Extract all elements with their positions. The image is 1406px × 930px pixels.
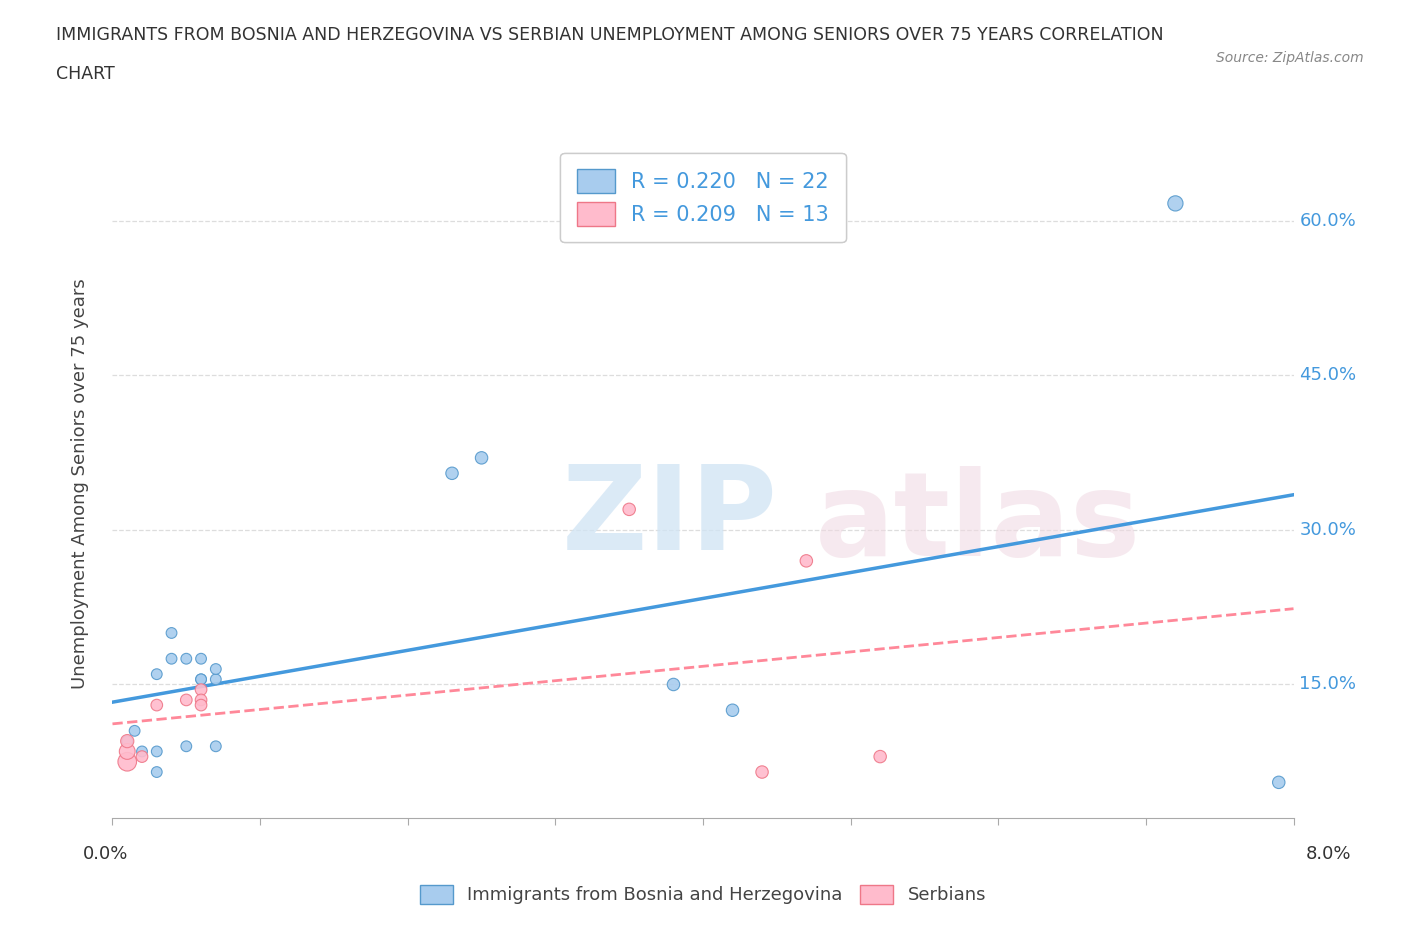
Point bbox=[1268, 775, 1291, 790]
Point bbox=[174, 651, 197, 666]
Point bbox=[131, 750, 153, 764]
Point bbox=[721, 703, 744, 718]
Point bbox=[662, 677, 685, 692]
Text: 30.0%: 30.0% bbox=[1299, 521, 1357, 539]
Point bbox=[190, 698, 212, 712]
Point bbox=[1164, 196, 1187, 211]
Text: atlas: atlas bbox=[815, 466, 1142, 581]
Text: ZIP: ZIP bbox=[561, 459, 778, 575]
Point bbox=[471, 450, 494, 465]
Point bbox=[124, 724, 146, 738]
Point bbox=[190, 671, 212, 686]
Point bbox=[869, 750, 891, 764]
Point bbox=[174, 738, 197, 753]
Point bbox=[205, 661, 228, 676]
Point bbox=[117, 734, 138, 749]
Text: Source: ZipAtlas.com: Source: ZipAtlas.com bbox=[1216, 51, 1364, 65]
Point bbox=[190, 693, 212, 708]
Text: 0.0%: 0.0% bbox=[83, 844, 128, 863]
Text: IMMIGRANTS FROM BOSNIA AND HERZEGOVINA VS SERBIAN UNEMPLOYMENT AMONG SENIORS OVE: IMMIGRANTS FROM BOSNIA AND HERZEGOVINA V… bbox=[56, 26, 1164, 44]
Legend: Immigrants from Bosnia and Herzegovina, Serbians: Immigrants from Bosnia and Herzegovina, … bbox=[413, 878, 993, 911]
Point bbox=[160, 651, 183, 666]
Point bbox=[190, 671, 212, 686]
Text: CHART: CHART bbox=[56, 65, 115, 83]
Point bbox=[117, 734, 138, 749]
Text: 15.0%: 15.0% bbox=[1299, 675, 1357, 694]
Y-axis label: Unemployment Among Seniors over 75 years: Unemployment Among Seniors over 75 years bbox=[70, 278, 89, 689]
Point bbox=[190, 651, 212, 666]
Text: 60.0%: 60.0% bbox=[1299, 212, 1357, 230]
Legend: R = 0.220   N = 22, R = 0.209   N = 13: R = 0.220 N = 22, R = 0.209 N = 13 bbox=[561, 153, 845, 243]
Point bbox=[796, 553, 818, 568]
Point bbox=[441, 466, 464, 481]
Point bbox=[190, 683, 212, 698]
Text: 8.0%: 8.0% bbox=[1306, 844, 1351, 863]
Text: 45.0%: 45.0% bbox=[1299, 366, 1357, 384]
Point bbox=[174, 693, 197, 708]
Point bbox=[160, 626, 183, 641]
Point bbox=[205, 738, 228, 753]
Point bbox=[146, 698, 169, 712]
Point bbox=[146, 764, 169, 779]
Point bbox=[146, 744, 169, 759]
Point bbox=[751, 764, 773, 779]
Point bbox=[117, 754, 138, 769]
Point bbox=[205, 671, 228, 686]
Point bbox=[131, 744, 153, 759]
Point bbox=[146, 667, 169, 682]
Point bbox=[117, 744, 138, 759]
Point bbox=[619, 502, 641, 517]
